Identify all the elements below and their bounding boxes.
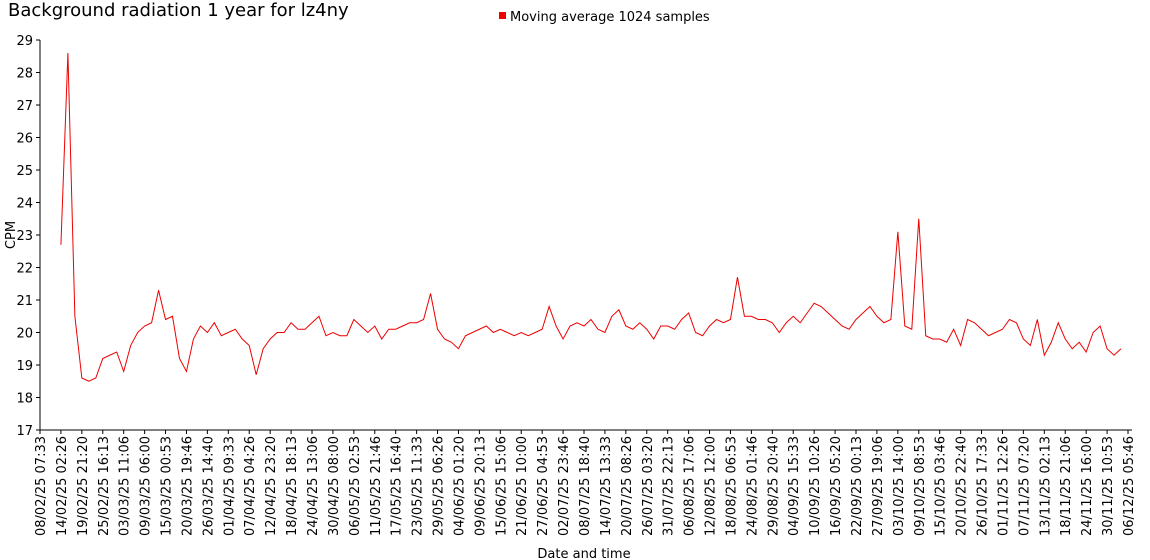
x-tick-label: 30/04/25 08:00: [327, 436, 342, 536]
x-tick-label: 24/11/25 16:00: [1080, 436, 1095, 536]
x-tick-label: 31/07/25 22:13: [662, 436, 677, 536]
x-tick-label: 17/05/25 16:40: [390, 436, 405, 536]
x-tick-label: 26/07/25 03:20: [641, 436, 656, 536]
x-tick-label: 06/05/25 02:53: [348, 436, 363, 536]
x-tick-label: 30/11/25 10:53: [1101, 436, 1116, 536]
x-tick-label: 01/11/25 12:26: [996, 436, 1011, 536]
x-tick-label: 14/07/25 13:33: [599, 436, 614, 536]
x-tick-label: 27/09/25 19:06: [871, 436, 886, 536]
x-tick-label: 11/05/25 21:46: [369, 436, 384, 536]
legend-swatch: [499, 12, 506, 19]
x-tick-label: 24/04/25 13:06: [306, 436, 321, 536]
x-tick-label: 03/10/25 14:00: [892, 436, 907, 536]
x-tick-label: 24/08/25 01:46: [745, 436, 760, 536]
x-tick-label: 09/06/25 20:13: [473, 436, 488, 536]
x-tick-label: 04/09/25 15:33: [787, 436, 802, 536]
x-tick-label: 18/11/25 21:06: [1059, 436, 1074, 536]
y-tick-label: 18: [16, 392, 33, 407]
x-tick-label: 25/02/25 16:13: [97, 436, 112, 536]
x-tick-label: 14/02/25 02:26: [55, 436, 70, 536]
x-tick-label: 15/03/25 00:53: [160, 436, 175, 536]
x-tick-label: 26/10/25 17:33: [976, 436, 991, 536]
y-tick-label: 26: [16, 132, 33, 147]
x-tick-label: 15/10/25 03:46: [934, 436, 949, 536]
x-tick-label: 02/07/25 23:46: [557, 436, 572, 536]
y-tick-label: 28: [16, 67, 33, 82]
x-tick-label: 19/02/25 21:20: [76, 436, 91, 536]
x-tick-label: 09/03/25 06:00: [139, 436, 154, 536]
x-tick-label: 03/03/25 11:06: [118, 436, 133, 536]
x-tick-label: 12/08/25 12:00: [704, 436, 719, 536]
x-tick-label: 07/04/25 04:26: [243, 436, 258, 536]
x-tick-label: 08/02/25 07:33: [34, 436, 49, 536]
x-tick-label: 20/07/25 08:26: [620, 436, 635, 536]
x-tick-label: 07/11/25 07:20: [1017, 436, 1032, 536]
x-tick-label: 27/06/25 04:53: [536, 436, 551, 536]
chart-title: Background radiation 1 year for lz4ny: [8, 0, 349, 21]
x-tick-label: 01/04/25 09:33: [222, 436, 237, 536]
x-tick-label: 16/09/25 05:20: [829, 436, 844, 536]
x-tick-label: 12/04/25 23:20: [264, 436, 279, 536]
x-tick-label: 13/11/25 02:13: [1038, 436, 1053, 536]
x-tick-label: 09/10/25 08:53: [913, 436, 928, 536]
x-tick-label: 04/06/25 01:20: [452, 436, 467, 536]
x-tick-label: 22/09/25 00:13: [850, 436, 865, 536]
x-tick-label: 21/06/25 10:00: [515, 436, 530, 536]
y-tick-label: 24: [16, 197, 33, 212]
x-tick-label: 06/08/25 17:06: [683, 436, 698, 536]
x-tick-label: 18/04/25 18:13: [285, 436, 300, 536]
y-tick-label: 21: [16, 294, 33, 309]
y-tick-label: 19: [16, 359, 33, 374]
y-tick-label: 17: [16, 424, 33, 439]
x-tick-label: 29/05/25 06:26: [432, 436, 447, 536]
x-tick-label: 29/08/25 20:40: [766, 436, 781, 536]
y-tick-label: 25: [16, 164, 33, 179]
y-axis-label: CPM: [4, 221, 19, 249]
legend-label: Moving average 1024 samples: [510, 10, 710, 25]
y-tick-label: 29: [16, 34, 33, 49]
x-tick-label: 20/03/25 19:46: [180, 436, 195, 536]
x-axis-label: Date and time: [537, 547, 630, 560]
data-line: [60, 52, 1122, 382]
y-tick-label: 20: [16, 327, 33, 342]
x-tick-label: 26/03/25 14:40: [201, 436, 216, 536]
x-tick-label: 06/12/25 05:46: [1122, 436, 1137, 536]
x-tick-label: 23/05/25 11:33: [411, 436, 426, 536]
y-tick-label: 27: [16, 99, 33, 114]
x-tick-label: 20/10/25 22:40: [955, 436, 970, 536]
y-tick-label: 23: [16, 229, 33, 244]
y-tick-label: 22: [16, 262, 33, 277]
x-tick-label: 10/09/25 10:26: [808, 436, 823, 536]
x-tick-label: 18/08/25 06:53: [724, 436, 739, 536]
x-tick-label: 15/06/25 15:06: [494, 436, 509, 536]
x-tick-label: 08/07/25 18:40: [578, 436, 593, 536]
